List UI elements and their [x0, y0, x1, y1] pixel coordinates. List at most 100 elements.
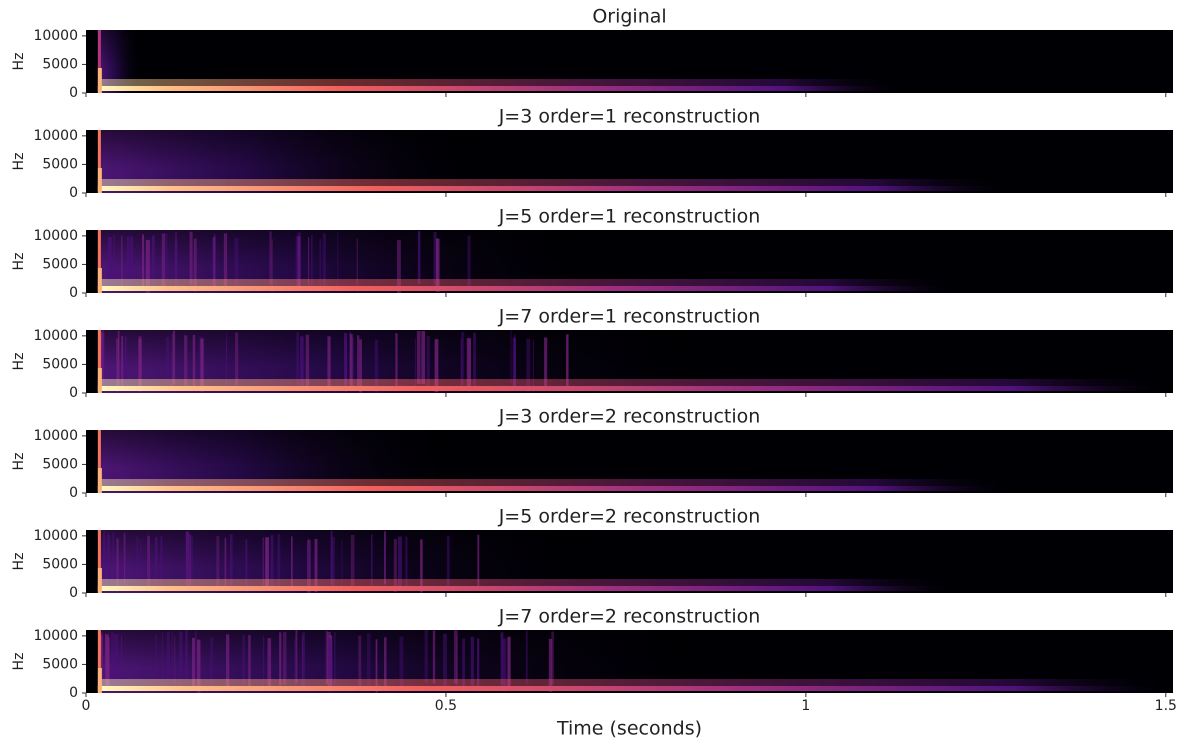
spectrogram-streak: [544, 338, 548, 392]
spectrogram-streak: [193, 238, 197, 292]
y-tick-label: 10000: [33, 228, 78, 244]
spectrogram-streak: [416, 331, 421, 385]
spectrogram-streak: [216, 536, 220, 590]
spectrogram-onset-core: [97, 268, 102, 293]
spectrogram-streak: [224, 537, 227, 591]
spectrogram-streak: [302, 632, 305, 686]
panel: [86, 130, 1173, 193]
x-axis-label: Time (seconds): [556, 718, 702, 740]
spectrogram-onset-core: [97, 68, 102, 93]
spectrogram-streak: [314, 538, 318, 592]
spectrogram-streak: [223, 233, 228, 287]
spectrogram-streak: [532, 339, 535, 393]
spectrogram-streak: [319, 238, 321, 292]
spectrogram-streak: [265, 537, 267, 591]
spectrogram-streak: [107, 236, 112, 290]
spectrogram-streak: [212, 237, 216, 291]
spectrogram-haze-fade: [97, 430, 457, 468]
y-tick-label: 5000: [42, 456, 78, 472]
spectrogram-streak: [269, 231, 272, 285]
spectrogram-streak: [393, 538, 397, 592]
spectrogram-streak: [296, 332, 299, 386]
spectrogram-onset-core: [97, 368, 102, 393]
spectrogram-streak: [426, 335, 430, 389]
spectrogram-streak: [375, 639, 378, 693]
spectrogram-streak: [295, 630, 298, 684]
spectrogram-streak: [179, 631, 183, 685]
spectrogram-lowband: [97, 486, 1012, 491]
spectrogram-streak: [192, 334, 196, 388]
spectrogram-streak: [328, 637, 332, 691]
spectrogram-streak: [357, 335, 360, 389]
spectrogram-streak: [384, 530, 386, 584]
spectrogram-streak: [435, 238, 440, 292]
spectrogram-streak: [113, 234, 116, 288]
x-tick-label: 1.5: [1155, 698, 1177, 714]
spectrogram-streak: [334, 632, 336, 686]
spectrogram-streak: [461, 331, 465, 385]
y-tick-label: 5000: [42, 656, 78, 672]
spectrogram-streak: [359, 339, 362, 393]
spectrogram-streak: [197, 639, 201, 693]
spectrogram-streak: [200, 338, 204, 392]
panel-title: J=7 order=2 reconstruction: [498, 606, 761, 628]
spectrogram-streak: [370, 534, 373, 588]
spectrogram-onset-core: [97, 568, 102, 593]
spectrogram-streak: [503, 638, 507, 692]
spectrogram-streak: [126, 236, 130, 290]
spectrogram-streak: [329, 639, 331, 693]
y-tick-label: 0: [69, 585, 78, 601]
spectrogram-lowband: [97, 86, 905, 91]
spectrogram-streak: [194, 630, 197, 684]
panel: [86, 630, 1174, 693]
spectrogram-streak: [191, 637, 195, 691]
x-tick-label: 0.5: [435, 698, 457, 714]
y-axis-label: Hz: [11, 453, 27, 471]
spectrogram-streak: [477, 638, 480, 692]
spectrogram-streak: [245, 539, 248, 593]
panel: [86, 330, 1174, 393]
spectrogram-onset: [97, 630, 101, 693]
spectrogram-streak: [225, 332, 228, 386]
spectrogram-streak: [102, 530, 106, 584]
spectrogram-streak: [417, 231, 421, 285]
spectrogram-onset-core: [97, 468, 102, 493]
y-tick-label: 0: [69, 685, 78, 701]
spectrogram-streak: [358, 635, 362, 689]
spectrogram-streak: [271, 239, 273, 293]
spectrogram-streak: [174, 635, 176, 689]
spectrogram-streak: [265, 537, 269, 591]
spectrogram-streak: [107, 534, 111, 588]
spectrogram-streak: [189, 534, 191, 588]
spectrogram-streak: [113, 633, 116, 687]
spectrogram-streak: [297, 232, 301, 286]
spectrogram-streak: [305, 334, 310, 388]
spectrogram-streak: [291, 536, 293, 590]
spectrogram-streak: [374, 339, 379, 393]
spectrogram-streak: [124, 336, 127, 390]
spectrogram-streak: [242, 634, 245, 688]
spectrogram-streak: [142, 234, 144, 288]
spectrogram-streak: [311, 234, 313, 288]
spectrogram-streak: [337, 232, 339, 286]
spectrogram-onset: [97, 430, 101, 493]
panel: [86, 430, 1173, 493]
spectrogram-onset: [97, 230, 101, 293]
spectrogram-streak: [405, 536, 408, 590]
spectrogram-streak: [477, 534, 480, 588]
y-axis-label: Hz: [11, 153, 27, 171]
spectrogram-streak: [295, 236, 300, 290]
spectrogram-haze-fade: [97, 530, 588, 568]
spectrogram-streak: [110, 631, 114, 685]
spectrogram-streak: [322, 233, 326, 287]
spectrogram-streak: [424, 630, 428, 684]
y-tick-label: 10000: [33, 28, 78, 44]
spectrogram-streak: [433, 231, 437, 285]
spectrogram-streak: [507, 637, 511, 691]
spectrogram-streak: [330, 530, 333, 584]
spectrogram-streak: [225, 634, 230, 688]
spectrogram-streak: [472, 332, 477, 386]
spectrogram-lowband: [97, 586, 958, 591]
spectrogram-streak: [138, 336, 142, 390]
spectrogram-onset: [97, 530, 101, 593]
